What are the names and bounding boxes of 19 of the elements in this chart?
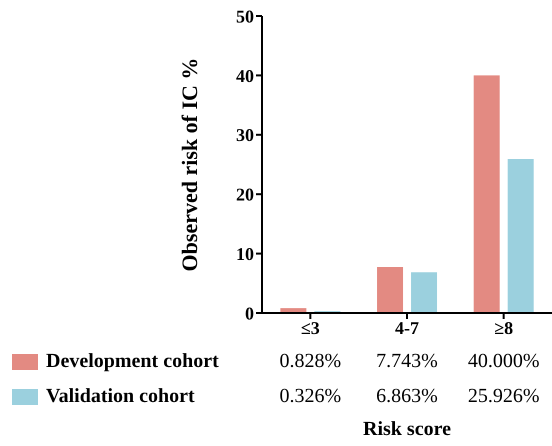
y-tick-label: 40 bbox=[236, 66, 254, 86]
data-label: 0.326% bbox=[278, 385, 342, 408]
x-tick-label: ≤3 bbox=[300, 318, 320, 338]
data-label: 40.000% bbox=[466, 350, 540, 373]
y-axis-title: Observed risk of IC % bbox=[176, 58, 202, 272]
y-tick-label: 20 bbox=[236, 184, 254, 205]
x-tick-label: ≥8 bbox=[494, 318, 514, 338]
data-label: 25.926% bbox=[466, 385, 540, 408]
data-label: 7.743% bbox=[375, 350, 439, 373]
y-tick-label: 0 bbox=[245, 303, 254, 324]
data-label: 6.863% bbox=[375, 385, 439, 408]
y-tick-label: 10 bbox=[236, 244, 254, 264]
legend-label: Validation cohort bbox=[46, 385, 195, 408]
y-tick-label: 50 bbox=[236, 6, 254, 26]
y-tick-label: 30 bbox=[236, 125, 254, 146]
legend-label: Development cohort bbox=[46, 350, 219, 373]
x-tick-label: 4-7 bbox=[395, 318, 419, 338]
x-axis-title: Risk score bbox=[362, 418, 452, 441]
data-label: 0.828% bbox=[278, 350, 342, 373]
